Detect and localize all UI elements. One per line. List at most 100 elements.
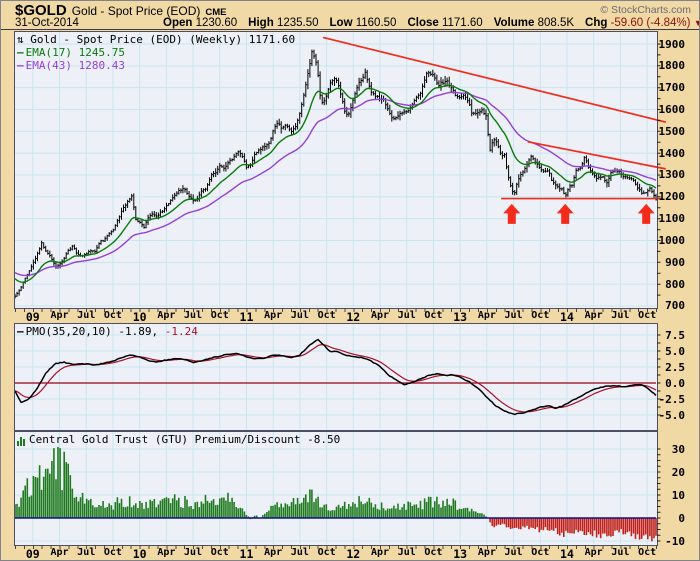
x-tick-label-year: 12 [346, 547, 361, 561]
x-tick-label: Apr [584, 310, 603, 321]
y-tick-label: 1400 [658, 146, 686, 160]
ema43-legend: — EMA(43) 1280.43 [17, 59, 125, 72]
x-tick-label-year: 09 [25, 547, 40, 561]
line-swatch-icon: — [17, 325, 24, 338]
x-tick-label: Apr [370, 547, 390, 558]
y-tick-label: 5.0 [665, 344, 685, 358]
pmo-legend-text: PMO(35,20,10) -1.89, [25, 325, 159, 338]
symbol: $GOLD [15, 2, 67, 19]
x-tick-label: Apr [264, 310, 283, 321]
x-tick-label: Jul [611, 547, 630, 558]
red-up-arrow-annotation [503, 203, 521, 224]
y-tick-label: 10 [671, 488, 685, 502]
quote-close: Close 1171.60 [407, 17, 483, 29]
x-tick-label: Apr [157, 310, 176, 321]
x-tick-label-year: 11 [239, 310, 254, 324]
x-tick-label-year: 12 [346, 310, 361, 324]
x-tick-label: Jul [611, 310, 630, 321]
red-up-arrow-annotation [637, 203, 655, 224]
price-legend-text: Gold - Spot Price (EOD) (Weekly) 1171.60 [30, 33, 296, 46]
y-tick-label: -10 [665, 534, 685, 548]
y-tick-label: 0 [678, 511, 685, 525]
header-row-symbol: $GOLD Gold - Spot Price (EOD) CME [15, 2, 227, 19]
ema43-legend-text: EMA(43) 1280.43 [25, 59, 125, 72]
x-tick-label-year: 11 [239, 547, 254, 561]
quote-low: Low 1160.50 [329, 17, 397, 29]
header-divider [1, 29, 699, 30]
red-up-arrow-annotation [556, 203, 574, 224]
gtu-panel-plot [14, 431, 661, 546]
quote-chg: Chg -59.60 (-4.84%) ▼ [585, 17, 699, 29]
x-tick-label-year: 09 [25, 310, 40, 324]
x-tick-label: Oct [531, 310, 550, 321]
x-tick-label: Jul [184, 547, 203, 558]
y-tick-label: 900 [665, 255, 685, 269]
ema17-legend-text: EMA(17) 1245.75 [25, 46, 125, 59]
x-tick-label: Apr [50, 310, 69, 321]
x-tick-label: Jul [504, 310, 523, 321]
quote-date: 31-Oct-2014 [15, 17, 79, 29]
x-tick-label-year: 14 [560, 310, 574, 324]
x-tick-label: Jul [184, 310, 203, 321]
x-tick-label: Jul [397, 547, 416, 558]
quote-open: Open 1230.60 [163, 17, 238, 29]
x-tick-label: Oct [103, 310, 122, 321]
y-tick-label: 1600 [658, 102, 686, 116]
y-tick-label: 20 [671, 465, 685, 479]
quote-values: Open 1230.60 High 1235.50 Low 1160.50 Close… [163, 17, 699, 29]
line-swatch-icon: — [17, 59, 24, 72]
y-tick-label: -5.0 [658, 408, 686, 422]
x-tick-label: Jul [290, 310, 309, 321]
x-tick-label: Oct [424, 547, 443, 558]
x-tick-label: Jul [397, 310, 416, 321]
x-tick-label: Oct [210, 310, 229, 321]
pmo-legend: — PMO(35,20,10) -1.89, -1.24 [17, 325, 198, 338]
x-tick-label: Oct [210, 547, 229, 558]
x-tick-label: Oct [317, 310, 336, 321]
x-tick-label: Oct [317, 547, 336, 558]
x-axis-ticks-lower [15, 545, 657, 549]
x-tick-label: Jul [504, 547, 523, 558]
copyright: © StockCharts.com [600, 4, 691, 16]
quote-volume: Volume 808.5K [493, 17, 575, 29]
pmo-signal-value: -1.24 [164, 325, 198, 338]
ema17-legend: — EMA(17) 1245.75 [17, 46, 125, 59]
updown-arrows-icon: ⇅ [17, 33, 24, 46]
x-tick-label: Oct [638, 547, 657, 558]
x-tick-label: Apr [264, 547, 283, 558]
y-tick-label: 1200 [658, 190, 686, 204]
x-tick-label: Apr [370, 310, 390, 321]
quote-high: High 1235.50 [248, 17, 319, 29]
y-tick-label: 1900 [658, 37, 686, 51]
x-tick-label-year: 10 [132, 547, 147, 561]
x-tick-label: Jul [290, 547, 309, 558]
x-tick-label: Jul [77, 310, 96, 321]
line-swatch-icon: — [17, 46, 24, 59]
x-tick-label: Apr [477, 547, 496, 558]
x-tick-label-year: 10 [132, 310, 147, 324]
x-tick-label-year: 14 [560, 547, 574, 561]
y-tick-label: 1000 [658, 233, 686, 247]
y-tick-label: -2.5 [658, 392, 686, 406]
gtu-legend: Central Gold Trust (GTU) Premium/Discoun… [17, 433, 340, 446]
y-tick-label: 700 [665, 299, 685, 313]
x-tick-label-year: 13 [453, 310, 468, 324]
pmo-panel-plot [14, 323, 661, 431]
instrument-title: Gold - Spot Price (EOD) [71, 4, 201, 18]
x-tick-label: Oct [531, 547, 550, 558]
y-tick-label: 0.0 [665, 376, 685, 390]
exchange: CME [205, 7, 227, 18]
y-tick-label: 1700 [658, 81, 686, 95]
y-tick-label: 30 [671, 442, 685, 456]
y-tick-label: 1800 [658, 59, 686, 73]
x-axis-ticks-upper [15, 308, 657, 312]
y-tick-label: 800 [665, 277, 685, 291]
y-tick-label: 1500 [658, 124, 686, 138]
histogram-icon [17, 433, 26, 446]
price-legend: ⇅ Gold - Spot Price (EOD) (Weekly) 1171.… [17, 33, 295, 46]
y-tick-label: 2.5 [665, 360, 685, 374]
gtu-legend-text: Central Gold Trust (GTU) Premium/Discoun… [29, 433, 341, 446]
x-tick-label: Apr [584, 547, 603, 558]
x-tick-label: Oct [638, 310, 657, 321]
